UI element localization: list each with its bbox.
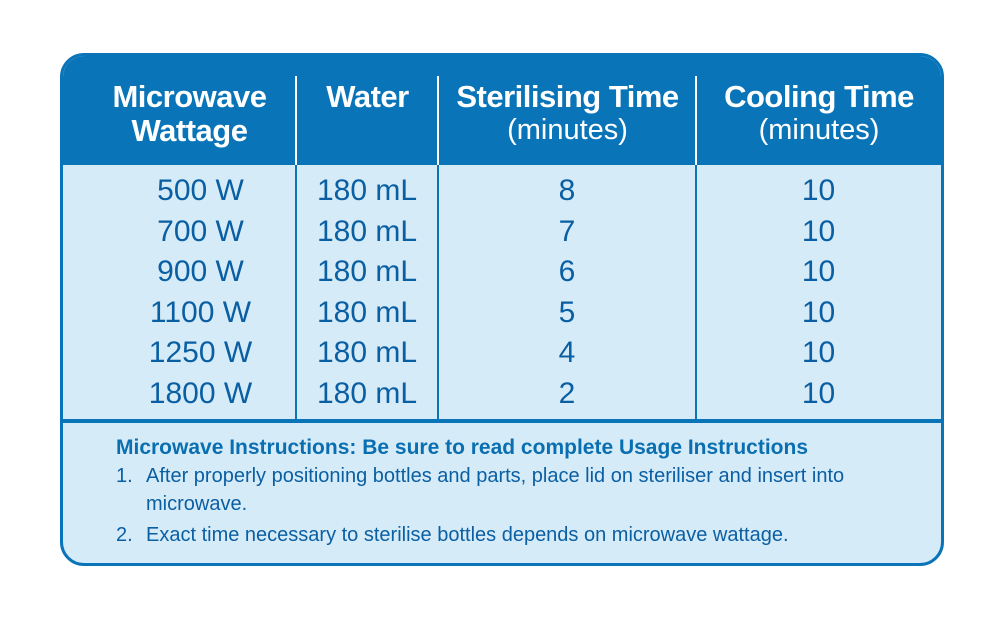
table-row: 700 W 180 mL 7 10 [63,212,941,253]
water-cell: 180 mL [316,214,418,248]
table-row: 1250 W 180 mL 4 10 [63,333,941,374]
table-header: Microwave Wattage Water Sterilising Time… [63,56,941,165]
header-microwave-wattage: Microwave Wattage [83,56,296,165]
table-row: 1800 W 180 mL 2 10 [63,374,941,415]
table-body: 500 W 180 mL 8 10 700 W 180 mL 7 10 900 … [63,171,941,414]
wattage-cell: 900 W [157,255,244,288]
water-cell: 180 mL [316,255,418,288]
water-cell: 180 mL [316,174,418,207]
instructions-section: Microwave Instructions: Be sure to read … [116,434,916,549]
sterilising-time-cell: 2 [558,376,576,410]
sterilising-table-card: Microwave Wattage Water Sterilising Time… [60,53,944,566]
water-cell: 180 mL [316,295,418,329]
cooling-time-cell: 10 [801,376,836,410]
header-cooling-unit: (minutes) [758,114,880,146]
sterilising-time-cell: 4 [558,336,576,369]
table-row: 1100 W 180 mL 5 10 [63,293,941,334]
header-separator [295,76,297,165]
header-wattage-line2: Wattage [131,113,248,148]
header-wattage-line1: Microwave [112,79,267,114]
wattage-cell: 700 W [157,214,244,248]
instruction-number: 1. [116,465,133,487]
sterilising-time-cell: 8 [558,174,576,207]
section-divider [63,419,941,423]
header-sterilising-time: Sterilising Time (minutes) [439,56,696,165]
sterilising-time-cell: 7 [558,214,576,248]
instruction-text: After properly positioning bottles and p… [146,465,845,515]
header-water: Water [297,56,438,165]
sterilising-time-cell: 6 [558,255,576,288]
column-divider [295,165,297,419]
instructions-title: Microwave Instructions: Be sure to read … [116,436,809,459]
column-divider [437,165,439,419]
instruction-number: 2. [116,524,133,546]
header-sterilising-unit: (minutes) [507,114,628,146]
cooling-time-cell: 10 [801,295,836,329]
header-water-title: Water [326,79,409,114]
cooling-time-cell: 10 [801,214,836,248]
wattage-cell: 1800 W [148,376,253,410]
instruction-text: Exact time necessary to sterilise bottle… [146,524,789,546]
water-cell: 180 mL [316,376,418,410]
instruction-item: 2. Exact time necessary to sterilise bot… [116,521,916,549]
cooling-time-cell: 10 [801,174,836,207]
wattage-cell: 1100 W [149,295,252,329]
water-cell: 180 mL [316,336,418,369]
cooling-time-cell: 10 [801,255,836,288]
header-cooling-time: Cooling Time (minutes) [697,56,941,165]
cooling-time-cell: 10 [801,336,836,369]
table-row: 900 W 180 mL 6 10 [63,252,941,293]
header-separator [695,76,697,165]
table-row: 500 W 180 mL 8 10 [63,171,941,212]
header-separator [437,76,439,165]
header-cooling-title: Cooling Time [724,79,914,114]
sterilising-time-cell: 5 [558,295,576,329]
header-sterilising-title: Sterilising Time [456,79,679,114]
wattage-cell: 1250 W [148,336,253,369]
wattage-cell: 500 W [157,174,244,207]
instruction-item: 1. After properly positioning bottles an… [116,462,916,518]
column-divider [695,165,697,419]
